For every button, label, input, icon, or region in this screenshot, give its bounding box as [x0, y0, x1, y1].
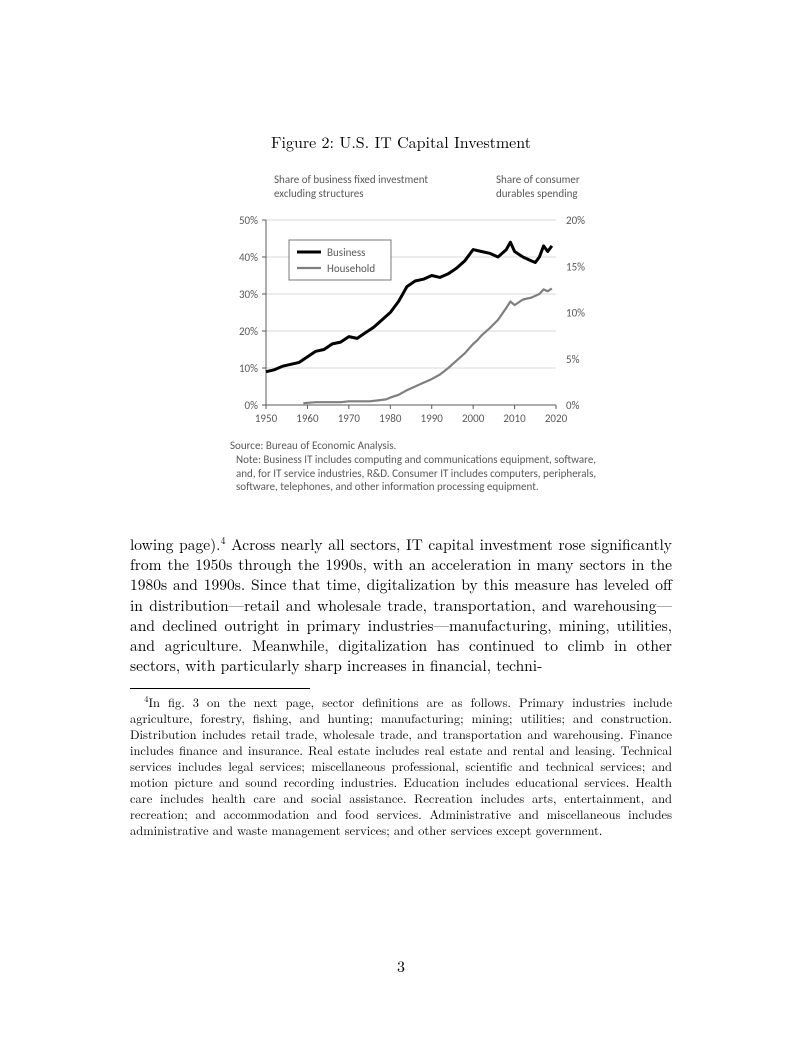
svg-text:2010: 2010 — [503, 412, 526, 425]
svg-text:durables spending: durables spending — [496, 187, 578, 200]
body-paragraph: lowing page).4 Across nearly all sectors… — [130, 534, 672, 676]
svg-text:Business: Business — [327, 246, 365, 259]
svg-text:excluding structures: excluding structures — [274, 187, 364, 200]
svg-text:1970: 1970 — [338, 412, 361, 425]
chart-notes: Source: Bureau of Economic Analysis. Not… — [230, 439, 612, 494]
svg-text:0%: 0% — [245, 399, 259, 412]
footnote-text: In fig. 3 on the next page, sector defin… — [130, 693, 672, 839]
page-number: 3 — [0, 954, 802, 977]
svg-text:1960: 1960 — [296, 412, 319, 425]
footnote: 4In fig. 3 on the next page, sector defi… — [130, 693, 672, 838]
svg-text:Share of consumer: Share of consumer — [496, 173, 580, 186]
svg-text:40%: 40% — [239, 251, 258, 264]
svg-text:1980: 1980 — [379, 412, 402, 425]
chart-source: Source: Bureau of Economic Analysis. — [230, 439, 612, 453]
svg-text:1950: 1950 — [255, 412, 278, 425]
body-text-b: Across nearly all sectors, IT capital in… — [130, 534, 672, 676]
svg-text:2000: 2000 — [462, 412, 485, 425]
chart-note: Note: Business IT includes computing and… — [230, 453, 612, 494]
figure-caption: Figure 2: U.S. IT Capital Investment — [160, 130, 642, 153]
svg-text:2020: 2020 — [545, 412, 568, 425]
svg-text:15%: 15% — [566, 260, 585, 273]
svg-text:5%: 5% — [566, 353, 580, 366]
svg-text:30%: 30% — [239, 288, 258, 301]
svg-text:10%: 10% — [239, 362, 258, 375]
svg-text:0%: 0% — [566, 399, 580, 412]
footnote-rule — [130, 688, 310, 689]
svg-text:10%: 10% — [566, 307, 585, 320]
svg-text:50%: 50% — [239, 214, 258, 227]
svg-text:1990: 1990 — [421, 412, 444, 425]
svg-text:20%: 20% — [566, 214, 585, 227]
svg-text:Share of business fixed invest: Share of business fixed investment — [274, 173, 428, 186]
figure-block: Figure 2: U.S. IT Capital Investment Sha… — [160, 130, 642, 494]
svg-text:20%: 20% — [239, 325, 258, 338]
svg-text:Household: Household — [327, 262, 375, 275]
chart-line: Share of business fixed investmentexclud… — [211, 165, 591, 435]
body-text-a: lowing page). — [130, 534, 220, 555]
